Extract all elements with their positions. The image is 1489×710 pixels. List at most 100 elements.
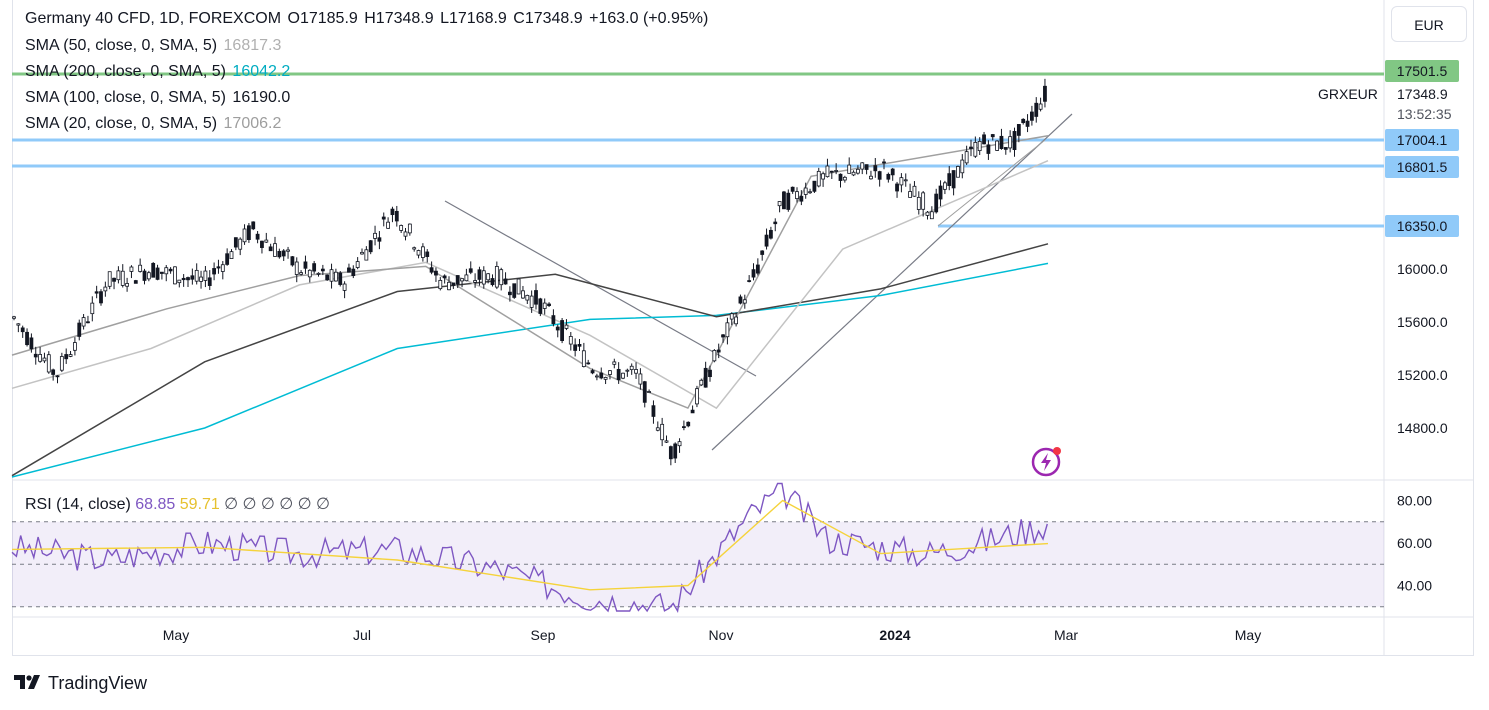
candle-body bbox=[168, 268, 173, 272]
candle-body bbox=[943, 182, 947, 190]
indicator-legend-sma50[interactable]: SMA (50, close, 0, SMA, 5) 16817.3 bbox=[25, 37, 283, 55]
candle-body bbox=[373, 232, 377, 239]
chart-title: Germany 40 CFD, 1D, FOREXCOM bbox=[25, 10, 282, 27]
candle-body bbox=[390, 208, 395, 216]
candle-body bbox=[29, 337, 34, 350]
candle-body bbox=[342, 283, 347, 291]
candle-body bbox=[786, 192, 791, 210]
candle-body bbox=[873, 165, 878, 172]
candle-body bbox=[77, 322, 82, 337]
rsi-value: 68.85 bbox=[135, 496, 176, 513]
candle-body bbox=[1030, 111, 1034, 121]
indicator-legend-sma20[interactable]: SMA (20, close, 0, SMA, 5) 17006.2 bbox=[25, 115, 283, 133]
lightning-alert-icon[interactable] bbox=[1031, 445, 1063, 477]
candle-body bbox=[886, 173, 891, 180]
indicator-label: SMA (50, close, 0, SMA, 5) bbox=[25, 37, 218, 54]
candle-body bbox=[199, 276, 203, 282]
candle-body bbox=[760, 250, 765, 255]
candle-body bbox=[207, 277, 212, 286]
candle-body bbox=[46, 354, 51, 373]
level-tag-17004[interactable]: 17004.1 bbox=[1385, 129, 1459, 151]
candle-body bbox=[351, 268, 356, 277]
candle-body bbox=[877, 171, 882, 180]
candle-body bbox=[573, 344, 578, 351]
rsi-legend[interactable]: RSI (14, close) 68.85 59.71 ∅ ∅ ∅ ∅ ∅ ∅ bbox=[25, 494, 330, 514]
candle-body bbox=[186, 277, 190, 281]
currency-button[interactable]: EUR bbox=[1391, 6, 1467, 42]
candle-body bbox=[220, 264, 225, 272]
candle-body bbox=[703, 367, 708, 388]
price-tick-label: 15600.0 bbox=[1397, 314, 1448, 330]
candle-body bbox=[755, 264, 760, 274]
level-tag-16801[interactable]: 16801.5 bbox=[1385, 156, 1459, 178]
time-tick-label: May bbox=[163, 627, 189, 643]
candle-body bbox=[51, 369, 56, 375]
candle-body bbox=[516, 278, 521, 295]
indicator-legend-sma100[interactable]: SMA (100, close, 0, SMA, 5) 16190.0 bbox=[25, 89, 292, 107]
time-tick-label: Mar bbox=[1054, 627, 1078, 643]
series-line-sma-50 bbox=[11, 160, 1049, 410]
time-tick-label: May bbox=[1235, 627, 1261, 643]
candle-body bbox=[660, 423, 665, 441]
candle-body bbox=[529, 295, 534, 308]
candle-body bbox=[316, 272, 321, 275]
tradingview-brand[interactable]: TradingView bbox=[14, 673, 147, 694]
candle-body bbox=[712, 350, 717, 362]
candle-body bbox=[16, 323, 21, 326]
candle-body bbox=[438, 279, 443, 290]
indicator-label: SMA (100, close, 0, SMA, 5) bbox=[25, 89, 226, 106]
candle-body bbox=[851, 171, 856, 176]
candle-body bbox=[795, 191, 799, 200]
indicator-legend-sma200[interactable]: SMA (200, close, 0, SMA, 5) 16042.2 bbox=[25, 63, 292, 81]
candle-body bbox=[869, 175, 873, 180]
candle-body bbox=[194, 269, 199, 282]
candle-body bbox=[964, 151, 969, 164]
candle-body bbox=[986, 144, 991, 154]
ohlc-low: L17168.9 bbox=[440, 10, 507, 27]
candle-body bbox=[525, 294, 530, 301]
candle-body bbox=[769, 229, 773, 239]
candle-body bbox=[277, 250, 282, 258]
candle-body bbox=[995, 140, 999, 151]
candle-body bbox=[1008, 136, 1013, 149]
candle-body bbox=[260, 240, 264, 248]
candle-body bbox=[629, 365, 634, 371]
candle-body bbox=[325, 274, 330, 281]
trendline-up bbox=[711, 113, 1073, 451]
candle-body bbox=[664, 440, 669, 443]
candle-body bbox=[264, 239, 269, 243]
series-line-sma-200 bbox=[11, 262, 1049, 478]
candle-body bbox=[360, 251, 364, 255]
indicator-value: 16042.2 bbox=[232, 63, 291, 80]
candle-body bbox=[956, 166, 960, 178]
indicator-value: 16817.3 bbox=[223, 37, 282, 54]
candle-body bbox=[1003, 147, 1008, 150]
candle-body bbox=[634, 369, 638, 374]
candle-body bbox=[690, 409, 695, 414]
candle-body bbox=[742, 299, 747, 304]
candle-body bbox=[499, 269, 504, 286]
candle-body bbox=[551, 315, 556, 325]
candle-body bbox=[577, 344, 582, 347]
series-line-sma-100 bbox=[11, 243, 1049, 477]
candle-body bbox=[1034, 102, 1039, 117]
candle-body bbox=[120, 270, 125, 286]
candle-body bbox=[829, 170, 834, 173]
rsi-ma-line bbox=[11, 499, 1049, 591]
candle-body bbox=[333, 271, 338, 282]
level-tag-16350[interactable]: 16350.0 bbox=[1385, 215, 1459, 237]
candle-body bbox=[977, 141, 982, 152]
candle-body bbox=[777, 201, 782, 207]
ohlc-change: +163.0 (+0.95%) bbox=[589, 10, 709, 27]
candle-body bbox=[790, 186, 795, 192]
symbol-label: GRXEUR bbox=[1318, 86, 1378, 102]
rsi-tick-label: 40.00 bbox=[1397, 578, 1432, 594]
candle-body bbox=[686, 421, 691, 427]
level-tag-17501[interactable]: 17501.5 bbox=[1385, 60, 1459, 82]
candle-body bbox=[173, 266, 177, 285]
candle-body bbox=[386, 221, 391, 229]
ohlc-high: H17348.9 bbox=[364, 10, 434, 27]
candle-body bbox=[938, 185, 943, 200]
candle-body bbox=[590, 370, 595, 374]
